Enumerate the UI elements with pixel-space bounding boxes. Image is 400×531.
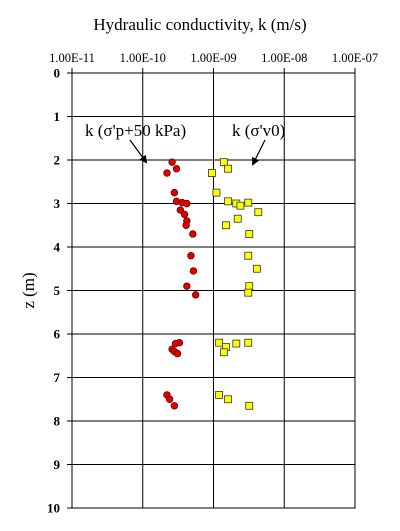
- data-point: [245, 230, 254, 238]
- data-point: [173, 349, 182, 358]
- data-point: [244, 198, 253, 207]
- data-point: [208, 169, 216, 177]
- data-point: [183, 199, 191, 208]
- data-points: [163, 158, 263, 410]
- annotation-label-1: k (σ'p+50 kPa): [85, 121, 186, 140]
- data-point: [182, 221, 190, 229]
- x-tick-label: 1.00E-07: [332, 51, 378, 65]
- data-point: [224, 395, 232, 404]
- chart-title: Hydraulic conductivity, k (m/s): [93, 15, 306, 34]
- series-2: [208, 158, 263, 410]
- data-point: [168, 158, 176, 166]
- data-point: [219, 348, 228, 357]
- data-point: [236, 201, 245, 210]
- data-point: [172, 164, 181, 173]
- data-point: [219, 158, 228, 167]
- data-point: [170, 402, 179, 410]
- data-point: [233, 214, 242, 223]
- annotation-label-2: k (σ'v0): [232, 121, 285, 140]
- annotation-arrow: [252, 139, 266, 166]
- data-point: [212, 188, 221, 197]
- series-1: [163, 158, 200, 410]
- data-point: [244, 251, 253, 260]
- data-point: [254, 208, 263, 217]
- y-tick-label: 6: [54, 327, 61, 342]
- y-tick-label: 5: [54, 283, 61, 298]
- data-point: [180, 210, 189, 219]
- annotation-arrow: [129, 139, 148, 164]
- data-point: [215, 338, 224, 347]
- y-tick-label: 9: [54, 457, 61, 472]
- y-tick-label: 4: [54, 240, 61, 255]
- data-point: [244, 288, 253, 297]
- data-point: [165, 395, 174, 403]
- data-point: [232, 339, 241, 348]
- data-point: [245, 401, 254, 410]
- y-tick-label: 7: [54, 370, 61, 385]
- y-tick-label: 10: [47, 501, 60, 516]
- x-tick-label: 1.00E-11: [49, 51, 95, 65]
- data-point: [252, 264, 261, 273]
- data-point: [189, 267, 198, 275]
- y-tick-label: 8: [54, 414, 61, 429]
- data-point: [245, 282, 254, 291]
- data-point: [215, 390, 224, 399]
- data-point: [171, 339, 180, 348]
- data-point: [244, 338, 253, 347]
- data-point: [183, 282, 191, 290]
- y-tick-label: 1: [54, 109, 61, 124]
- x-tick-label: 1.00E-09: [190, 51, 236, 65]
- data-point: [222, 221, 230, 230]
- data-point: [189, 230, 197, 238]
- data-point: [187, 251, 195, 260]
- y-tick-label: 0: [54, 66, 61, 81]
- data-point: [191, 291, 200, 299]
- y-axis-label: z (m): [19, 272, 38, 308]
- x-tick-label: 1.00E-08: [261, 51, 307, 65]
- x-tick-label: 1.00E-10: [120, 51, 166, 65]
- data-point: [163, 169, 171, 177]
- x-axis-ticks: 1.00E-11 1.00E-10 1.00E-09 1.00E-08 1.00E-07: [49, 51, 378, 73]
- annotations: k (σ'p+50 kPa) k (σ'v0): [85, 121, 285, 166]
- data-point: [224, 164, 232, 173]
- y-axis-ticks: 0 1 2 3 4 5 6 7 8 9 10: [47, 66, 72, 516]
- data-point: [224, 197, 232, 206]
- y-tick-label: 2: [54, 153, 61, 168]
- y-tick-label: 3: [54, 196, 61, 211]
- data-point: [170, 188, 179, 197]
- data-point: [176, 206, 185, 214]
